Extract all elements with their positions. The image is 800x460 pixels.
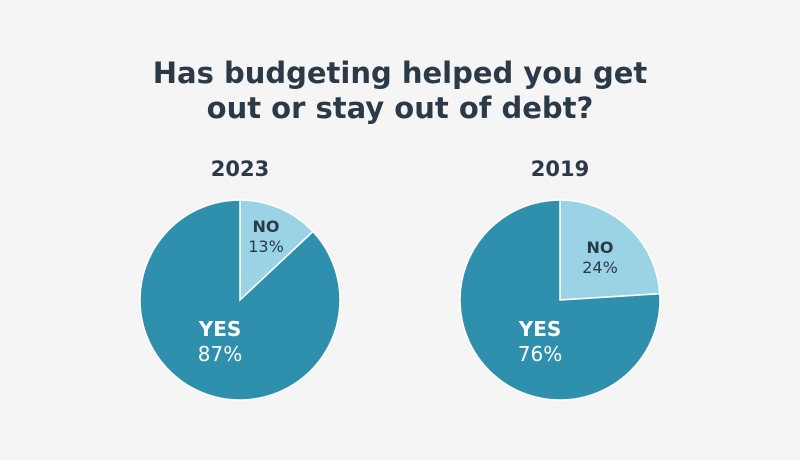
pie-title-2019: 2019 <box>530 157 590 181</box>
pie-2023-label-no: NO <box>253 217 280 236</box>
pie-title-2023: 2023 <box>210 157 270 181</box>
pie-2023-slice-no <box>239 199 314 302</box>
pie-2019-slice-yes <box>459 199 661 401</box>
pie-2019-slice-no <box>559 199 661 301</box>
title-line-1: Has budgeting helped you get <box>152 56 648 90</box>
pie-2023-value-no: 13% <box>248 237 284 256</box>
pie-2019-label-no: NO <box>587 238 614 257</box>
chart-title: Has budgeting helped you get out or stay… <box>0 56 800 126</box>
pie-2023-label-yes: YES <box>198 317 242 341</box>
title-line-2: out or stay out of debt? <box>206 91 594 125</box>
pie-2023-value-yes: 87% <box>198 342 242 366</box>
pie-2019-value-no: 24% <box>582 258 618 277</box>
pie-2019-value-yes: 76% <box>518 342 562 366</box>
pie-2023-slice-yes <box>139 199 341 401</box>
pie-2019-label-yes: YES <box>518 317 562 341</box>
